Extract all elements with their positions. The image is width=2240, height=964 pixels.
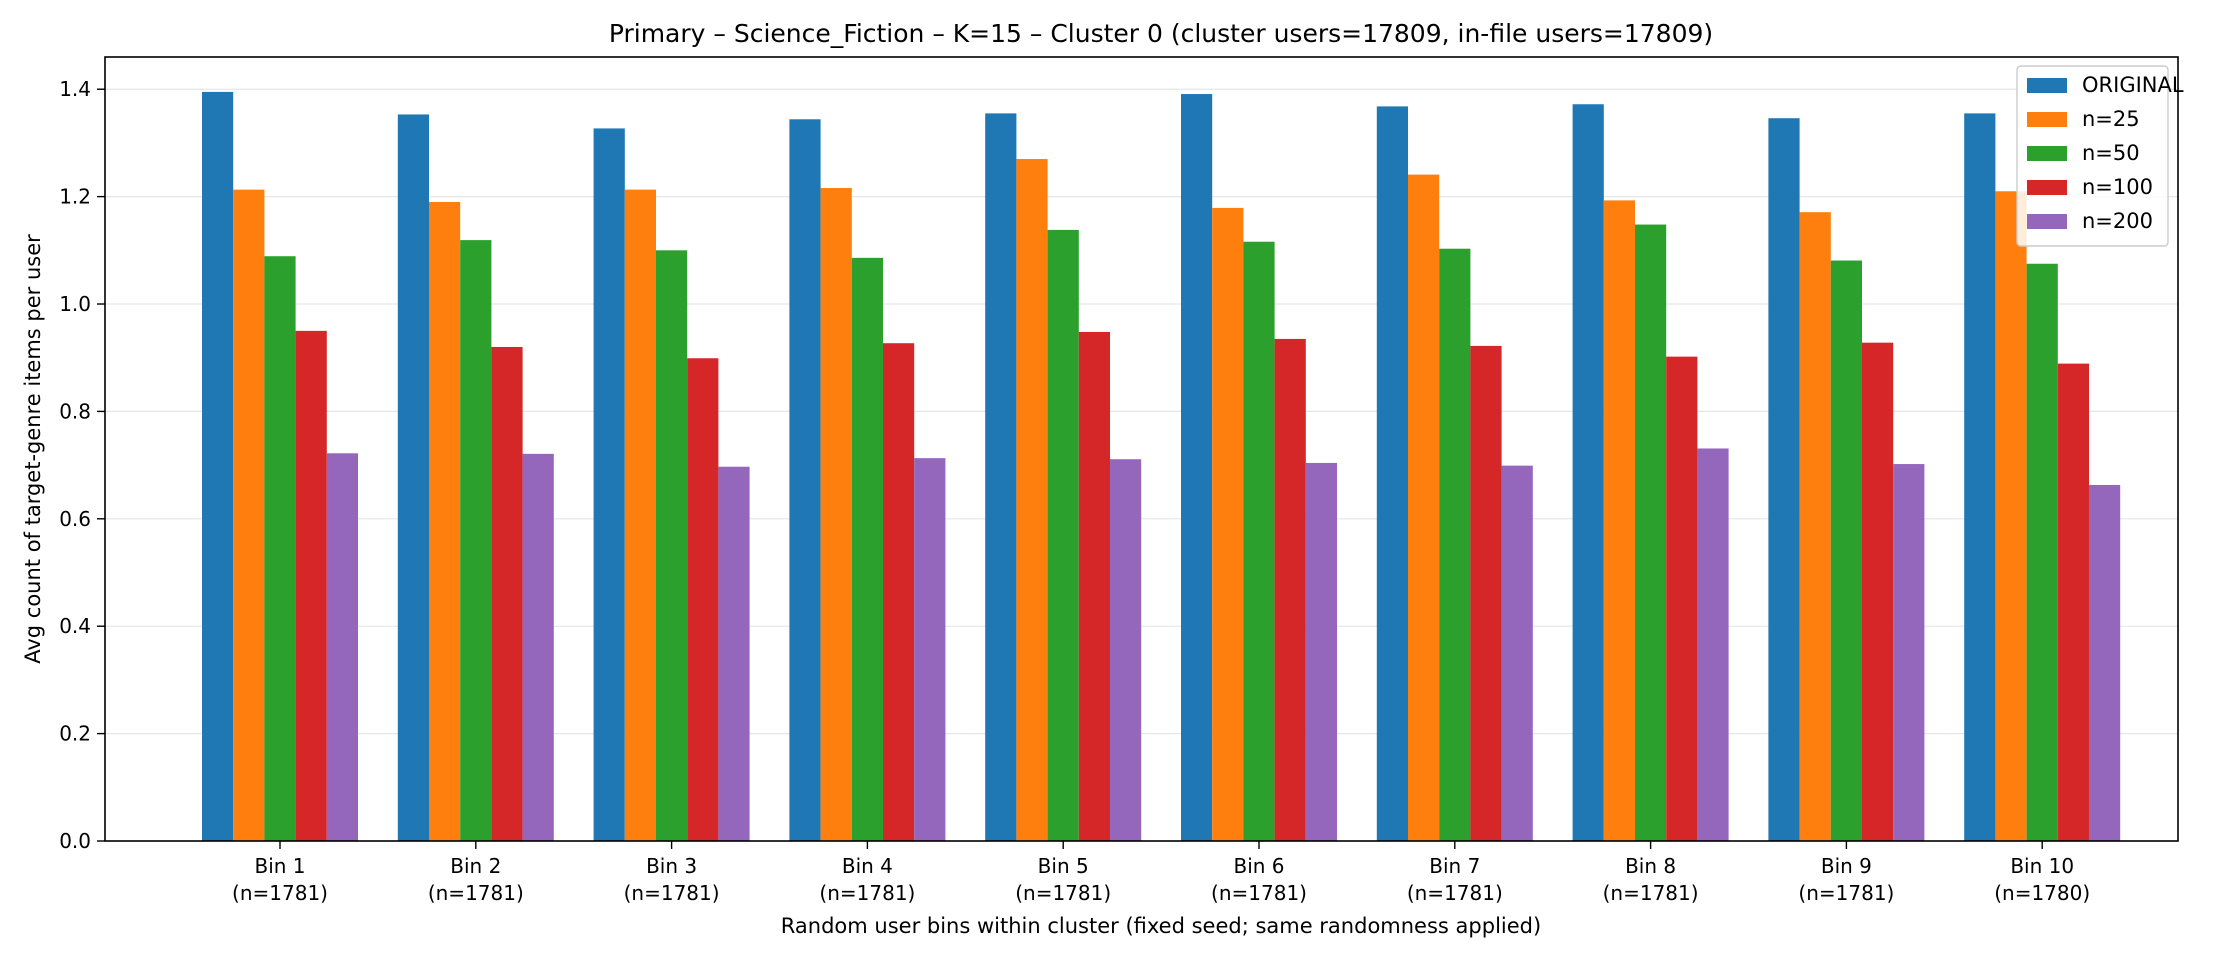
y-tick-label: 0.6 [59, 507, 91, 531]
bar-original-bin-7 [1376, 106, 1408, 842]
y-tick-label: 1.4 [59, 77, 91, 101]
bar-n-200-bin-1 [326, 453, 358, 841]
x-axis: Bin 1 (n=1781) Bin 2 (n=1781) Bin 3 (n=1781) B… [232, 841, 2090, 905]
bar-original-bin-8 [1572, 104, 1604, 842]
bars [202, 91, 2121, 842]
bar-n-200-bin-5 [1110, 459, 1142, 841]
bar-n-25-bin-2 [429, 201, 461, 841]
legend-label: n=50 [2082, 141, 2140, 165]
bar-original-bin-4 [789, 119, 821, 842]
bar-n-200-bin-7 [1501, 465, 1533, 841]
x-tick-sublabel: (n=1781) [1015, 881, 1111, 905]
bar-n-200-bin-4 [914, 458, 946, 841]
bar-n-100-bin-5 [1078, 331, 1110, 841]
bar-n-25-bin-6 [1212, 207, 1244, 841]
x-tick-sublabel: (n=1780) [1994, 881, 2090, 905]
bar-n-50-bin-3 [656, 250, 688, 841]
bar-original-bin-10 [1964, 113, 1996, 842]
x-tick-sublabel: (n=1781) [232, 881, 328, 905]
legend-label: ORIGINAL [2082, 73, 2184, 97]
legend-label: n=25 [2082, 107, 2140, 131]
y-tick-label: 1.0 [59, 292, 91, 316]
bar-original-bin-1 [202, 91, 234, 841]
x-tick-label: Bin 3 [646, 854, 697, 878]
y-axis: 0.0 0.2 0.4 0.6 0.8 1.0 1.2 1.4 [59, 77, 105, 853]
legend-swatch [2027, 78, 2067, 93]
bar-original-bin-3 [593, 128, 625, 841]
legend-swatch [2027, 214, 2067, 229]
bar-n-200-bin-3 [718, 466, 750, 841]
x-tick-label: Bin 10 [2010, 854, 2074, 878]
bar-n-25-bin-10 [1995, 191, 2027, 841]
x-tick-label: Bin 2 [450, 854, 501, 878]
x-axis-label: Random user bins within cluster (fixed s… [781, 914, 1541, 938]
bar-n-25-bin-7 [1408, 174, 1440, 842]
bar-n-50-bin-7 [1439, 248, 1471, 842]
bar-n-50-bin-6 [1243, 241, 1275, 842]
bar-n-100-bin-7 [1470, 345, 1502, 841]
chart-title: Primary – Science_Fiction – K=15 – Clust… [609, 19, 1713, 48]
legend-box [2016, 65, 2169, 247]
y-tick-label: 0.0 [59, 829, 91, 853]
y-axis-label: Avg count of target-genre items per user [21, 234, 45, 664]
bar-n-25-bin-9 [1799, 212, 1831, 842]
x-tick-label: Bin 7 [1429, 854, 1480, 878]
x-tick-label: Bin 5 [1038, 854, 1089, 878]
legend: ORIGINAL n=25 n=50 n=100 n=200 [2016, 65, 2184, 247]
bar-n-100-bin-3 [687, 358, 719, 841]
bar-n-25-bin-4 [820, 188, 852, 841]
bar-n-200-bin-2 [522, 453, 554, 841]
y-tick-label: 0.4 [59, 614, 91, 638]
bar-original-bin-2 [397, 114, 429, 842]
bar-n-100-bin-10 [2057, 363, 2089, 841]
bar-n-50-bin-2 [460, 240, 492, 842]
x-tick-label: Bin 8 [1625, 854, 1676, 878]
legend-swatch [2027, 146, 2067, 161]
bar-original-bin-6 [1181, 94, 1213, 841]
bar-n-50-bin-8 [1635, 224, 1667, 841]
bar-original-bin-9 [1768, 118, 1800, 842]
x-tick-sublabel: (n=1781) [1407, 881, 1503, 905]
bar-n-100-bin-1 [295, 330, 327, 841]
legend-swatch [2027, 112, 2067, 127]
bar-n-200-bin-6 [1305, 462, 1337, 841]
bar-n-200-bin-8 [1697, 448, 1729, 841]
x-tick-sublabel: (n=1781) [819, 881, 915, 905]
legend-label: n=200 [2082, 209, 2153, 233]
legend-swatch [2027, 180, 2067, 195]
y-tick-label: 0.2 [59, 722, 91, 746]
x-tick-label: Bin 4 [842, 854, 893, 878]
x-tick-label: Bin 9 [1821, 854, 1872, 878]
bar-n-100-bin-8 [1666, 356, 1698, 841]
legend-label: n=100 [2082, 175, 2153, 199]
bar-n-100-bin-4 [883, 343, 915, 841]
bar-n-50-bin-10 [2026, 263, 2058, 841]
bar-n-200-bin-10 [2089, 484, 2121, 841]
x-tick-sublabel: (n=1781) [428, 881, 524, 905]
bar-n-100-bin-2 [491, 346, 523, 841]
bar-n-50-bin-4 [851, 257, 883, 841]
x-tick-label: Bin 6 [1233, 854, 1284, 878]
bar-n-50-bin-5 [1047, 229, 1079, 841]
bar-n-25-bin-3 [624, 189, 656, 841]
bar-original-bin-5 [985, 113, 1017, 842]
bar-n-25-bin-8 [1603, 200, 1635, 841]
bar-n-25-bin-1 [233, 189, 265, 841]
plot-frame [104, 56, 2179, 842]
x-tick-sublabel: (n=1781) [1798, 881, 1894, 905]
bar-n-100-bin-6 [1274, 338, 1306, 841]
x-tick-sublabel: (n=1781) [1211, 881, 1307, 905]
x-tick-sublabel: (n=1781) [1603, 881, 1699, 905]
bar-n-200-bin-9 [1893, 464, 1925, 841]
y-tick-label: 1.2 [59, 185, 91, 209]
bar-n-25-bin-5 [1016, 159, 1048, 841]
x-tick-label: Bin 1 [254, 854, 305, 878]
x-tick-sublabel: (n=1781) [624, 881, 720, 905]
bar-n-100-bin-9 [1862, 342, 1894, 841]
bar-n-50-bin-1 [264, 256, 296, 841]
bar-n-50-bin-9 [1830, 260, 1862, 841]
y-tick-label: 0.8 [59, 399, 91, 423]
